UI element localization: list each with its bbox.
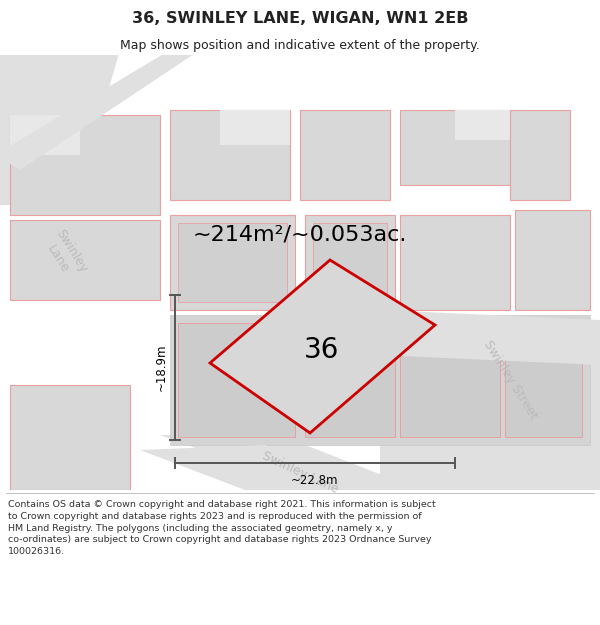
Polygon shape bbox=[0, 50, 120, 205]
Text: ~18.9m: ~18.9m bbox=[155, 344, 167, 391]
Polygon shape bbox=[515, 210, 590, 310]
Polygon shape bbox=[505, 323, 582, 437]
Polygon shape bbox=[210, 260, 435, 433]
Polygon shape bbox=[140, 445, 355, 490]
Polygon shape bbox=[510, 110, 570, 200]
Text: ~214m²/~0.053ac.: ~214m²/~0.053ac. bbox=[193, 225, 407, 245]
Text: Map shows position and indicative extent of the property.: Map shows position and indicative extent… bbox=[120, 39, 480, 51]
Polygon shape bbox=[10, 115, 160, 215]
Polygon shape bbox=[300, 110, 390, 200]
Polygon shape bbox=[170, 315, 590, 445]
Polygon shape bbox=[455, 110, 510, 140]
Text: 36: 36 bbox=[304, 336, 340, 364]
Polygon shape bbox=[170, 110, 290, 200]
Text: Swinley
Lane: Swinley Lane bbox=[40, 227, 90, 283]
Polygon shape bbox=[160, 435, 420, 490]
Text: Contains OS data © Crown copyright and database right 2021. This information is : Contains OS data © Crown copyright and d… bbox=[8, 500, 436, 556]
Polygon shape bbox=[400, 110, 510, 185]
Polygon shape bbox=[170, 215, 295, 310]
Text: ~22.8m: ~22.8m bbox=[291, 474, 339, 488]
Polygon shape bbox=[220, 110, 290, 145]
Text: 36, SWINLEY LANE, WIGAN, WN1 2EB: 36, SWINLEY LANE, WIGAN, WN1 2EB bbox=[132, 11, 468, 26]
Polygon shape bbox=[400, 215, 510, 310]
Polygon shape bbox=[400, 323, 500, 437]
Text: Swinley Street: Swinley Street bbox=[481, 338, 539, 422]
Polygon shape bbox=[305, 215, 395, 310]
Polygon shape bbox=[380, 335, 600, 490]
Text: Swinley Lane: Swinley Lane bbox=[260, 449, 340, 496]
Polygon shape bbox=[10, 220, 160, 300]
Polygon shape bbox=[313, 223, 387, 302]
Polygon shape bbox=[178, 323, 295, 437]
Polygon shape bbox=[10, 385, 130, 490]
Polygon shape bbox=[10, 115, 80, 155]
Polygon shape bbox=[0, 50, 200, 170]
Polygon shape bbox=[380, 310, 600, 365]
Polygon shape bbox=[178, 223, 287, 302]
Polygon shape bbox=[305, 323, 395, 437]
